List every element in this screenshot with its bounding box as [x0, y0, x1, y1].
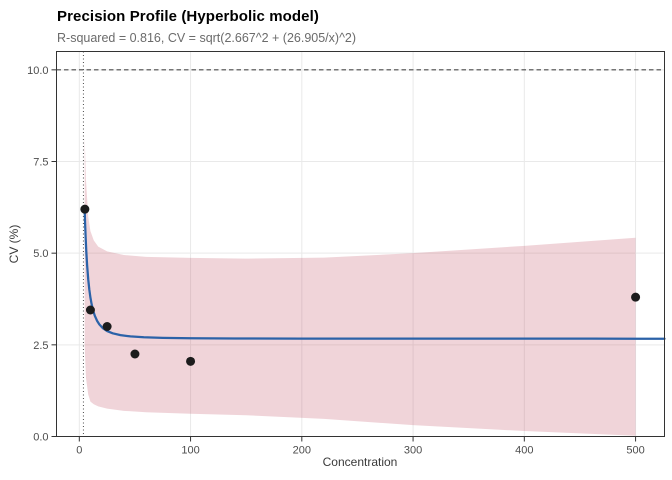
fit-curve: [83, 207, 666, 340]
x-tick-label-400: 400: [515, 445, 533, 457]
y-axis-title: CV (%): [7, 225, 21, 264]
y-tick-label-7.5: 7.5: [33, 157, 48, 169]
y-tick-label-2.5: 2.5: [33, 340, 48, 352]
data-point-0: [80, 204, 90, 214]
x-tick-label-0: 0: [76, 445, 82, 457]
confidence-ribbon: [84, 135, 636, 436]
data-point-3: [130, 349, 140, 359]
y-tick-label-0.0: 0.0: [33, 432, 48, 444]
data-point-2: [102, 322, 112, 331]
y-tick-label-5.0: 5.0: [33, 248, 48, 260]
plot-layers: 0 100 200 300 400 500 0.0 2.5 5.0 7.5 10.0: [27, 51, 666, 457]
y-tick-label-10.0: 10.0: [27, 65, 48, 77]
panel-background: [56, 51, 665, 437]
data-point-1: [85, 305, 95, 315]
chart-subtitle: R-squared = 0.816, CV = sqrt(2.667^2 + (…: [57, 31, 357, 45]
chart-title: Precision Profile (Hyperbolic model): [57, 8, 319, 25]
panel-border: [56, 51, 665, 437]
x-tick-label-500: 500: [626, 445, 644, 457]
x-tick-label-200: 200: [293, 445, 311, 457]
x-axis-title: Concentration: [323, 455, 398, 469]
data-point-4: [186, 356, 196, 366]
data-point-5: [631, 292, 641, 302]
x-tick-label-100: 100: [181, 445, 199, 457]
x-tick-label-300: 300: [404, 445, 422, 457]
